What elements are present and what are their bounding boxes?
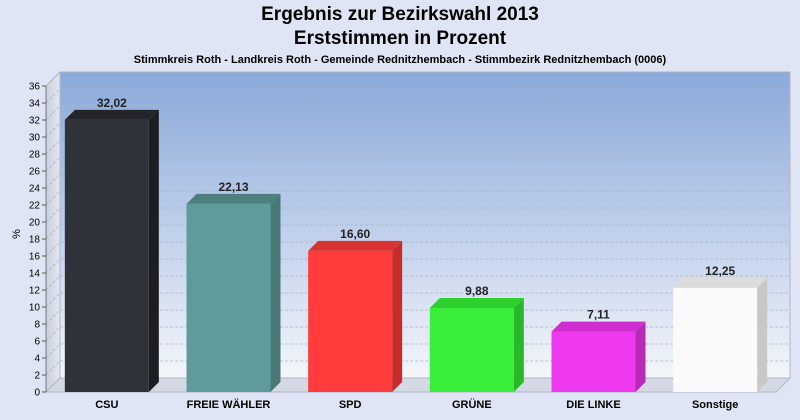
y-tick-label: 20 <box>29 218 41 229</box>
gridline <box>45 258 790 274</box>
data-label: 12,25 <box>705 264 735 278</box>
y-tick-label: 6 <box>34 337 40 348</box>
bar-spd <box>308 240 403 392</box>
gridline <box>45 173 790 189</box>
bar-sonstige <box>673 277 768 392</box>
gridline <box>45 190 790 206</box>
data-label: 32,02 <box>97 96 127 110</box>
gridline <box>45 309 790 325</box>
gridline <box>45 105 790 121</box>
x-tick-label: Sonstige <box>692 399 738 411</box>
bar-die-linke <box>551 321 646 392</box>
y-tick-label: 4 <box>34 354 40 365</box>
gridline <box>45 241 790 257</box>
gridline <box>45 224 790 240</box>
y-tick-label: 10 <box>29 303 41 314</box>
y-tick-label: 30 <box>29 133 41 144</box>
x-tick-label: SPD <box>339 399 362 411</box>
gridline <box>45 207 790 223</box>
x-tick-label: CSU <box>95 399 118 411</box>
y-tick-label: 18 <box>29 235 41 246</box>
bar-top <box>551 321 646 332</box>
bar-side <box>513 298 524 392</box>
data-label: 16,60 <box>340 227 370 241</box>
bar-side <box>270 193 281 392</box>
bar-side <box>392 240 403 392</box>
bar-front <box>64 119 149 392</box>
bar-side <box>148 109 159 392</box>
gridline <box>45 377 790 393</box>
bar-top <box>186 193 281 204</box>
y-tick-label: 22 <box>29 201 41 212</box>
bar-top <box>308 240 403 251</box>
gridline <box>45 360 790 376</box>
data-label: 7,11 <box>587 308 610 322</box>
y-tick-label: 28 <box>29 150 41 161</box>
bar-csu <box>64 109 159 392</box>
gridline <box>45 156 790 172</box>
gridline <box>45 139 790 155</box>
x-tick-label: GRÜNE <box>452 398 492 411</box>
chart-caption: Stimmkreis Roth - Landkreis Roth - Gemei… <box>133 54 667 66</box>
y-tick-label: 0 <box>34 388 40 399</box>
y-tick-label: 36 <box>29 82 41 93</box>
chart-subtitle: Erststimmen in Prozent <box>293 28 507 49</box>
bar-freie-wähler <box>186 193 281 392</box>
side-wall <box>45 70 61 394</box>
bar-front <box>429 308 514 392</box>
y-tick-label: 34 <box>29 99 41 110</box>
bar-grüne <box>429 298 524 392</box>
chart-title: Ergebnis zur Bezirkswahl 2013 <box>261 4 539 25</box>
y-tick-label: 8 <box>34 320 40 331</box>
bar-front <box>673 287 758 392</box>
x-tick-label: FREIE WÄHLER <box>187 398 271 411</box>
gridline <box>45 292 790 308</box>
bar-side <box>635 321 646 392</box>
x-tick-label: DIE LINKE <box>566 399 620 411</box>
bar-front <box>551 331 636 392</box>
gridline <box>45 71 790 87</box>
data-label: 9,88 <box>465 284 489 298</box>
bar-top <box>673 277 768 288</box>
bar-top <box>64 109 159 120</box>
y-tick-label: 14 <box>29 269 41 280</box>
y-tick-label: 32 <box>29 116 41 127</box>
gridline <box>45 88 790 104</box>
y-tick-label: 16 <box>29 252 41 263</box>
y-tick-label: 24 <box>29 184 41 195</box>
gridline <box>45 326 790 342</box>
gridline <box>45 343 790 359</box>
data-label: 22,13 <box>218 180 248 194</box>
gridline <box>45 122 790 138</box>
bar-front <box>308 250 393 392</box>
y-tick-label: 26 <box>29 167 41 178</box>
y-axis-label: % <box>11 229 23 239</box>
bar-top <box>429 298 524 309</box>
gridline <box>45 275 790 291</box>
bar-side <box>757 277 768 392</box>
bar-front <box>186 203 271 392</box>
y-tick-label: 12 <box>29 286 41 297</box>
y-tick-label: 2 <box>34 371 40 382</box>
